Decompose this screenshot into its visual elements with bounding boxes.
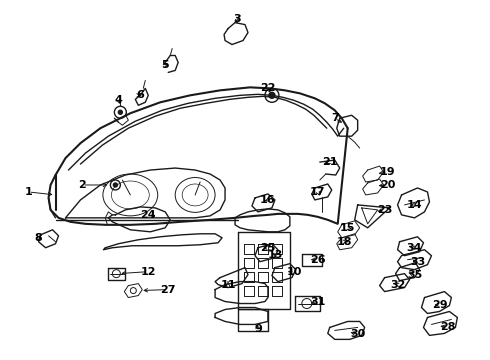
Text: 10: 10 bbox=[287, 267, 302, 276]
Text: 11: 11 bbox=[220, 280, 236, 289]
Text: 5: 5 bbox=[161, 60, 169, 71]
Text: 6: 6 bbox=[136, 90, 144, 100]
Text: 31: 31 bbox=[310, 297, 325, 306]
Text: 22: 22 bbox=[260, 84, 276, 93]
Text: 16: 16 bbox=[260, 195, 276, 205]
Text: 27: 27 bbox=[160, 284, 176, 294]
Text: 15: 15 bbox=[340, 223, 355, 233]
Text: 25: 25 bbox=[260, 243, 275, 253]
Text: 2: 2 bbox=[78, 180, 86, 190]
Text: 29: 29 bbox=[432, 300, 447, 310]
Text: 19: 19 bbox=[380, 167, 395, 177]
Text: 17: 17 bbox=[310, 187, 325, 197]
Circle shape bbox=[113, 183, 118, 187]
Circle shape bbox=[119, 110, 122, 114]
Text: 9: 9 bbox=[254, 324, 262, 334]
Text: 12: 12 bbox=[141, 267, 156, 276]
Text: 1: 1 bbox=[24, 187, 32, 197]
Text: 35: 35 bbox=[407, 270, 422, 280]
Text: 7: 7 bbox=[331, 113, 339, 123]
Text: 34: 34 bbox=[407, 243, 422, 253]
Text: 20: 20 bbox=[380, 180, 395, 190]
Text: 23: 23 bbox=[377, 205, 392, 215]
Text: 28: 28 bbox=[440, 323, 455, 332]
Text: 8: 8 bbox=[35, 233, 43, 243]
Text: 32: 32 bbox=[390, 280, 405, 289]
Text: 18: 18 bbox=[337, 237, 352, 247]
Text: 26: 26 bbox=[310, 255, 326, 265]
Text: 21: 21 bbox=[322, 157, 338, 167]
Text: 30: 30 bbox=[350, 329, 366, 339]
Text: 33: 33 bbox=[410, 257, 425, 267]
Text: 13: 13 bbox=[267, 250, 283, 260]
Text: 14: 14 bbox=[407, 200, 422, 210]
Text: 24: 24 bbox=[141, 210, 156, 220]
Circle shape bbox=[269, 92, 275, 98]
Text: 3: 3 bbox=[233, 14, 241, 24]
Text: 4: 4 bbox=[115, 95, 122, 105]
